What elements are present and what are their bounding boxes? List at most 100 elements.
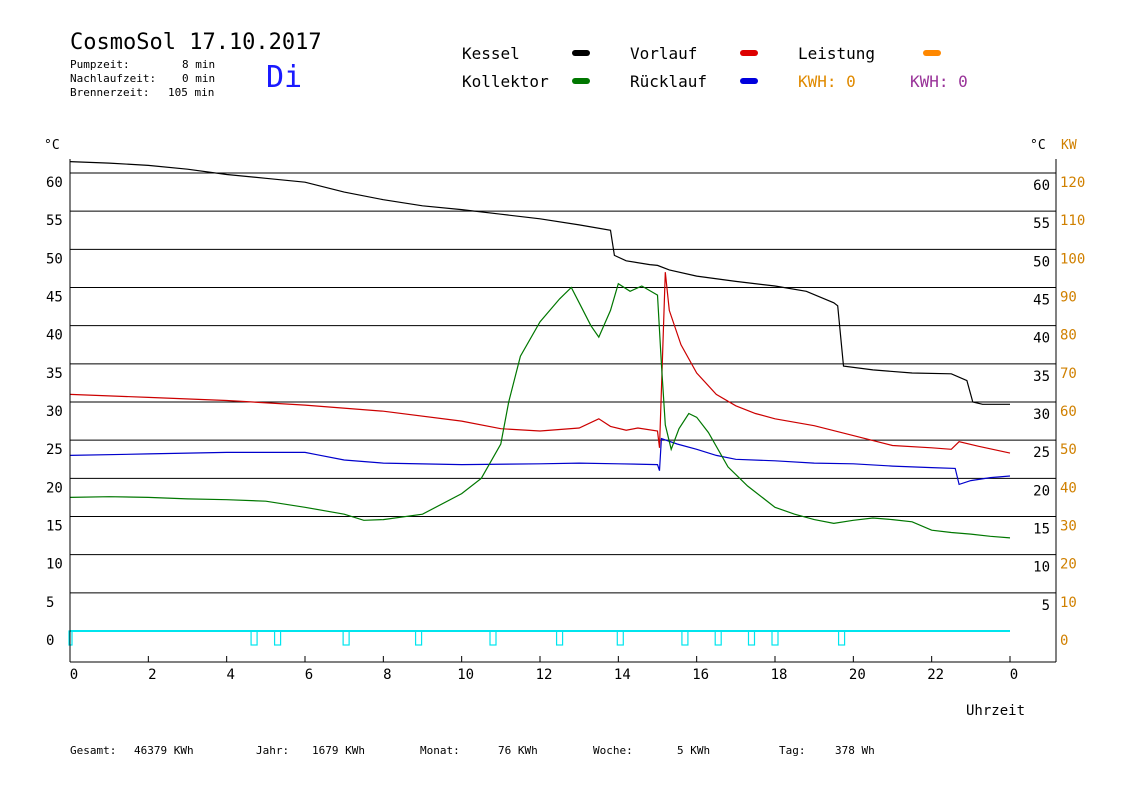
- pump-marker: [747, 630, 756, 646]
- pump-marker: [616, 630, 624, 646]
- chart-series: [69, 161, 1011, 539]
- kw-tick-label: 0: [1060, 633, 1068, 649]
- pump-marker: [342, 630, 350, 646]
- pump-marker: [489, 630, 497, 646]
- info-brennerzeit: Brennerzeit: 105 min: [70, 86, 214, 99]
- x-tick-label: 22: [927, 667, 944, 683]
- legend-kollektor-label: Kollektor: [462, 72, 549, 91]
- y-tick-label-left: 10: [46, 557, 63, 573]
- pump-marker: [771, 630, 779, 646]
- footer-woche-label: Woche:: [593, 744, 633, 757]
- kw-tick-label: 120: [1060, 175, 1085, 191]
- kw-tick-label: 90: [1060, 290, 1077, 306]
- chart-labels: 0510152025303540455055605101520253035404…: [44, 138, 1085, 719]
- x-tick-label: 12: [536, 667, 553, 683]
- x-tick-label: 4: [226, 667, 234, 683]
- x-tick-label: 6: [305, 667, 313, 683]
- y-tick-label-right: 20: [1033, 483, 1050, 499]
- y-tick-label-right: 10: [1033, 560, 1050, 576]
- y-tick-label-left: 60: [46, 175, 63, 191]
- footer-jahr-label: Jahr:: [256, 744, 290, 757]
- page-title: CosmoSol 17.10.2017: [70, 30, 322, 55]
- legend-kessel-label: Kessel: [462, 44, 520, 63]
- legend-vorlauf-swatch: [740, 50, 758, 56]
- info-label: Pumpzeit:: [70, 58, 130, 71]
- x-tick-label: 20: [849, 667, 866, 683]
- kw-axis-unit: KW: [1061, 138, 1077, 153]
- footer-gesamt-value: 46379 KWh: [134, 744, 194, 757]
- y-tick-label-right: 15: [1033, 522, 1050, 538]
- legend-leistung-swatch: [923, 50, 941, 56]
- info-value: 0 min: [182, 72, 216, 85]
- footer-tag-label: Tag:: [779, 744, 806, 757]
- x-tick-label: 10: [457, 667, 474, 683]
- pump-marker: [681, 630, 689, 646]
- kw-tick-label: 80: [1060, 328, 1077, 344]
- x-tick-label: 0: [70, 667, 78, 683]
- legend-kwh-leistung: KWH: 0: [798, 72, 856, 91]
- y-tick-label-right: 40: [1033, 331, 1050, 347]
- info-label: Nachlaufzeit:: [70, 72, 157, 85]
- y-tick-label-right: 55: [1033, 216, 1050, 232]
- legend-kollektor-swatch: [572, 78, 590, 84]
- y-tick-label-left: 55: [46, 213, 63, 229]
- x-axis-label: Uhrzeit: [966, 703, 1025, 719]
- legend-vorlauf-label: Vorlauf: [630, 44, 698, 63]
- x-tick-label: 18: [771, 667, 788, 683]
- y-tick-label-left: 30: [46, 404, 63, 420]
- y-tick-label-left: 0: [46, 633, 54, 649]
- kw-tick-label: 20: [1060, 557, 1077, 573]
- legend-kwh-second: KWH: 0: [910, 72, 968, 91]
- y-tick-label-right: 30: [1033, 407, 1050, 423]
- pump-marker: [414, 630, 423, 646]
- footer-tag-value: 378 Wh: [835, 744, 875, 757]
- info-label: Brennerzeit:: [70, 86, 150, 99]
- x-tick-label: 0: [1010, 667, 1018, 683]
- info-nachlaufzeit: Nachlaufzeit: 0 min: [70, 72, 215, 85]
- series-line-kessel: [69, 161, 1010, 405]
- y-tick-label-left: 5: [46, 595, 54, 611]
- y-tick-label-left: 40: [46, 328, 63, 344]
- y-axis-unit-left: °C: [44, 138, 60, 153]
- weekday-label: Di: [266, 60, 303, 95]
- legend-ruecklauf-label: Rücklauf: [630, 72, 708, 91]
- pump-marker: [250, 630, 258, 646]
- y-tick-label-left: 20: [46, 480, 63, 496]
- kw-tick-label: 10: [1060, 595, 1077, 611]
- y-tick-label-right: 35: [1033, 369, 1050, 385]
- series-line-kollektor: [69, 282, 1011, 539]
- chart-grid: [70, 172, 1056, 594]
- kw-tick-label: 30: [1060, 519, 1077, 535]
- y-tick-label-left: 35: [46, 366, 63, 382]
- pump-indicator: [68, 630, 1010, 646]
- y-tick-label-right: 25: [1033, 445, 1050, 461]
- legend-kessel-swatch: [572, 50, 590, 56]
- legend-ruecklauf-swatch: [740, 78, 758, 84]
- series-line-vorlauf: [69, 272, 1011, 454]
- footer-jahr-value: 1679 KWh: [312, 744, 365, 757]
- pump-marker: [714, 630, 722, 646]
- x-tick-label: 14: [614, 667, 631, 683]
- y-tick-label-right: 50: [1033, 254, 1050, 270]
- kw-tick-label: 110: [1060, 213, 1085, 229]
- footer-monat-label: Monat:: [420, 744, 460, 757]
- kw-tick-label: 60: [1060, 404, 1077, 420]
- y-tick-label-left: 25: [46, 442, 63, 458]
- kw-tick-label: 70: [1060, 366, 1077, 382]
- x-tick-label: 16: [692, 667, 709, 683]
- x-tick-label: 8: [383, 667, 391, 683]
- legend-leistung-label: Leistung: [798, 44, 876, 63]
- footer-monat-value: 76 KWh: [498, 744, 538, 757]
- series-line-rücklauf: [69, 437, 1011, 486]
- y-tick-label-right: 60: [1033, 178, 1050, 194]
- kw-tick-label: 50: [1060, 442, 1077, 458]
- y-tick-label-left: 50: [46, 251, 63, 267]
- x-tick-label: 2: [148, 667, 156, 683]
- info-pumpzeit: Pumpzeit: 8 min: [70, 58, 215, 71]
- footer-gesamt-label: Gesamt:: [70, 744, 117, 757]
- pump-marker: [555, 630, 564, 646]
- chart-axes: [69, 159, 1057, 663]
- y-tick-label-right: 5: [1042, 598, 1050, 614]
- y-tick-label-left: 45: [46, 290, 63, 306]
